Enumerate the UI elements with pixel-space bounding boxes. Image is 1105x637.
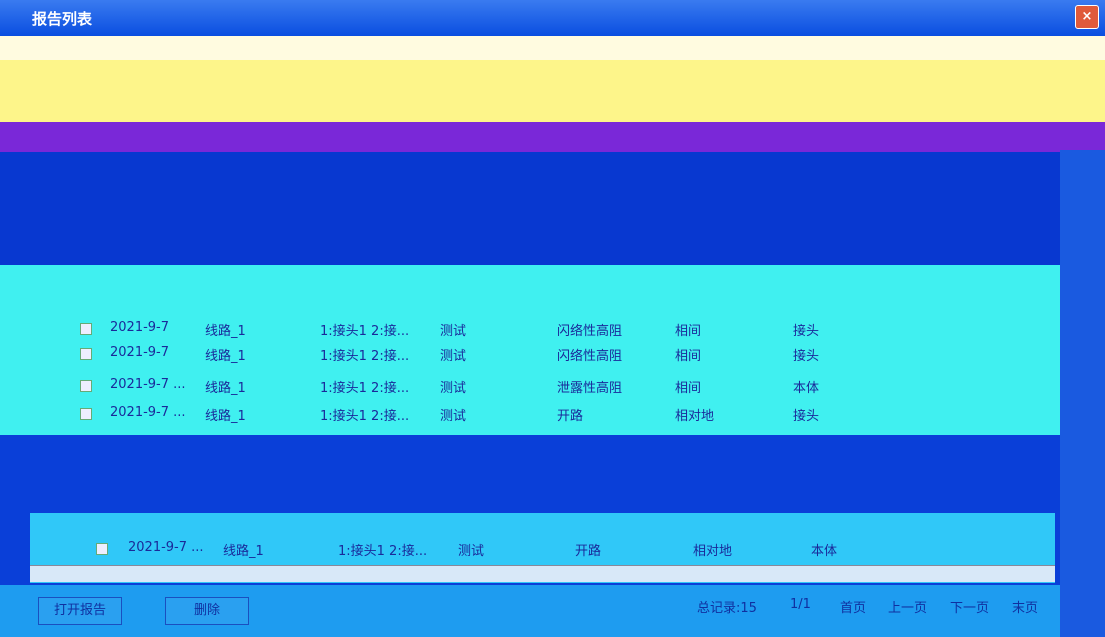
scrollbar[interactable] [30, 565, 1055, 582]
band [0, 60, 1105, 122]
row-checkbox[interactable] [80, 323, 92, 335]
table-cell: 相间 [675, 349, 702, 364]
table-cell: 1:接头1 2:接... [338, 544, 428, 559]
table-cell: 1:接头1 2:接... [320, 324, 410, 339]
total-records: 总记录:15 [697, 601, 757, 616]
band [0, 435, 1060, 513]
table-cell: 1:接头1 2:接... [320, 409, 410, 424]
table-cell: 测试 [440, 324, 467, 339]
table-cell: 线路_1 [205, 324, 246, 339]
table-cell: 闪络性高阻 [557, 324, 623, 339]
row-checkbox[interactable] [80, 348, 92, 360]
row-checkbox[interactable] [96, 543, 108, 555]
window-title: 报告列表 [32, 10, 93, 28]
table-cell: 测试 [440, 349, 467, 364]
table-cell: 2021-9-7 [110, 320, 170, 335]
close-button[interactable]: × [1075, 5, 1099, 29]
table-cell: 测试 [440, 409, 467, 424]
table-cell: 1:接头1 2:接... [320, 349, 410, 364]
table-cell: 线路_1 [223, 544, 264, 559]
table-cell: 线路_1 [205, 409, 246, 424]
table-cell: 1:接头1 2:接... [320, 381, 410, 396]
table-cell: 接头 [793, 349, 820, 364]
table-cell: 线路_1 [205, 381, 246, 396]
table-cell: 相间 [675, 324, 702, 339]
band [0, 36, 1105, 60]
table-cell: 接头 [793, 324, 820, 339]
band [0, 152, 1105, 265]
table-cell: 开路 [557, 409, 584, 424]
side [1060, 150, 1105, 637]
row-checkbox[interactable] [80, 380, 92, 392]
table-cell: 接头 [793, 409, 820, 424]
table-cell: 闪络性高阻 [557, 349, 623, 364]
first-page[interactable]: 首页 [840, 601, 867, 616]
band [0, 122, 1105, 152]
table-cell: 2021-9-7 [110, 345, 170, 360]
table-cell: 相间 [675, 381, 702, 396]
row-checkbox[interactable] [80, 408, 92, 420]
table-cell: 泄露性高阻 [557, 381, 623, 396]
table-cell: 2021-9-7 ... [128, 540, 204, 555]
table-cell: 测试 [440, 381, 467, 396]
prev-page[interactable]: 上一页 [888, 601, 928, 616]
open-report-button[interactable]: 打开报告 [38, 597, 122, 625]
table-cell: 2021-9-7 ... [110, 405, 186, 420]
table-cell: 本体 [811, 544, 838, 559]
table-cell: 2021-9-7 ... [110, 377, 186, 392]
table-cell: 开路 [575, 544, 602, 559]
table-cell: 线路_1 [205, 349, 246, 364]
page-indicator: 1/1 [790, 597, 811, 612]
next-page[interactable]: 下一页 [950, 601, 990, 616]
last-page[interactable]: 末页 [1012, 601, 1039, 616]
title-bar [0, 0, 1105, 36]
table-cell: 相对地 [693, 544, 733, 559]
delete-button[interactable]: 删除 [165, 597, 249, 625]
list-area [0, 265, 1060, 435]
table-cell: 本体 [793, 381, 820, 396]
table-cell: 测试 [458, 544, 485, 559]
table-cell: 相对地 [675, 409, 715, 424]
